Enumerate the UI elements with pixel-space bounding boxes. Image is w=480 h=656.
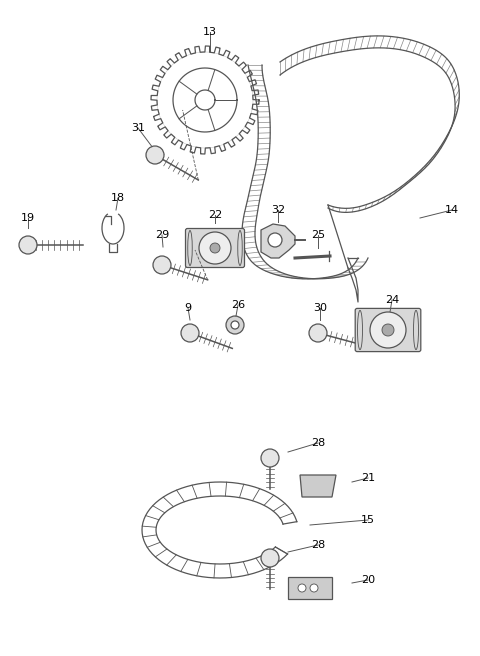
Circle shape — [310, 584, 318, 592]
FancyBboxPatch shape — [355, 308, 421, 352]
Text: 29: 29 — [155, 230, 169, 240]
Text: 26: 26 — [231, 300, 245, 310]
Circle shape — [181, 324, 199, 342]
Text: 14: 14 — [445, 205, 459, 215]
Text: 19: 19 — [21, 213, 35, 223]
Circle shape — [261, 549, 279, 567]
FancyBboxPatch shape — [288, 577, 332, 599]
Text: 32: 32 — [271, 205, 285, 215]
Circle shape — [231, 321, 239, 329]
Circle shape — [370, 312, 406, 348]
Circle shape — [153, 256, 171, 274]
Text: 25: 25 — [311, 230, 325, 240]
Polygon shape — [300, 475, 336, 497]
Circle shape — [19, 236, 37, 254]
Circle shape — [309, 324, 327, 342]
Text: 21: 21 — [361, 473, 375, 483]
FancyBboxPatch shape — [185, 228, 244, 268]
Circle shape — [298, 584, 306, 592]
Text: 15: 15 — [361, 515, 375, 525]
Text: 13: 13 — [203, 27, 217, 37]
Text: 31: 31 — [131, 123, 145, 133]
Text: 28: 28 — [311, 540, 325, 550]
Text: 20: 20 — [361, 575, 375, 585]
Circle shape — [199, 232, 231, 264]
Text: 28: 28 — [311, 438, 325, 448]
Circle shape — [210, 243, 220, 253]
Text: 18: 18 — [111, 193, 125, 203]
Text: 9: 9 — [184, 303, 192, 313]
Circle shape — [226, 316, 244, 334]
Circle shape — [146, 146, 164, 164]
Polygon shape — [261, 224, 295, 258]
Text: 22: 22 — [208, 210, 222, 220]
Circle shape — [261, 449, 279, 467]
Circle shape — [268, 233, 282, 247]
Circle shape — [382, 324, 394, 336]
Text: 30: 30 — [313, 303, 327, 313]
Text: 24: 24 — [385, 295, 399, 305]
